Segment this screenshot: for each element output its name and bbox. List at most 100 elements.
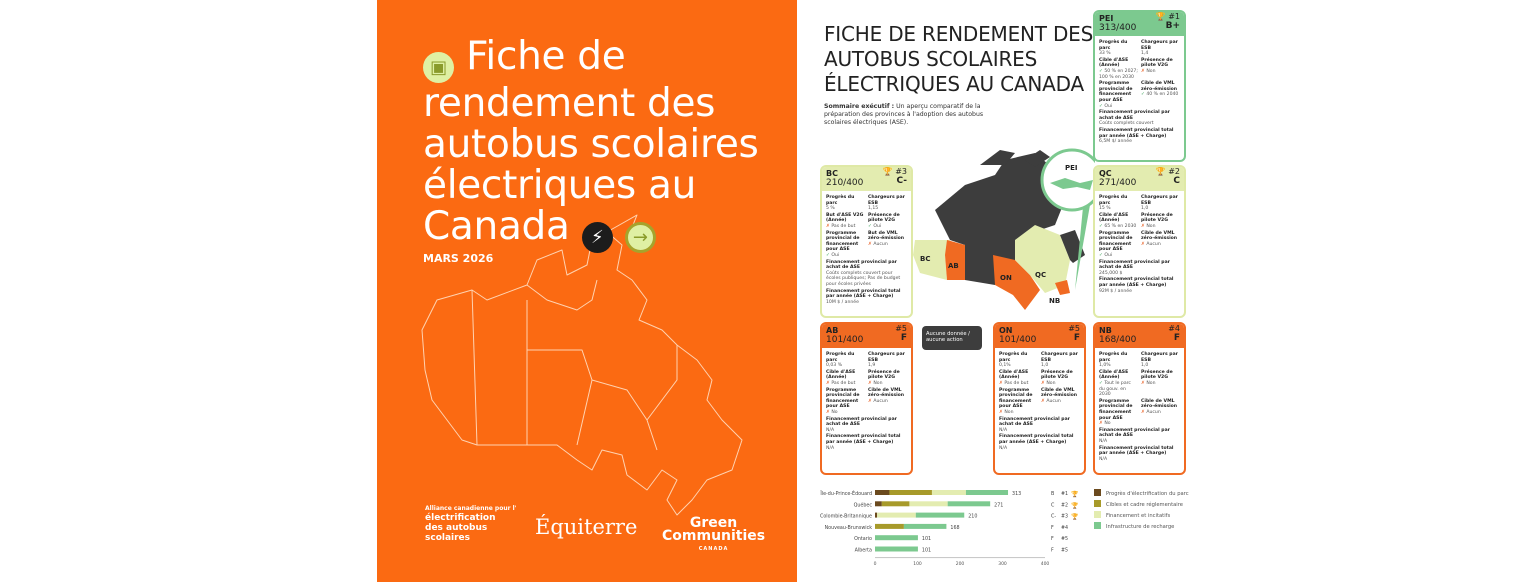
- trophy-icon: 🏆: [1155, 12, 1169, 21]
- rank-label: #4: [1061, 525, 1068, 531]
- total-label: 210: [968, 514, 977, 520]
- grade-label: C: [1051, 502, 1055, 508]
- bar-segment: [931, 490, 966, 495]
- report-panel: FICHE DE RENDEMENT DES AUTOBUS SCOLAIRES…: [797, 0, 1197, 582]
- total-label: 313: [1012, 491, 1021, 497]
- cross-icon: ✗: [1141, 380, 1145, 386]
- card-field: Programme provincial de financement pour…: [826, 230, 860, 258]
- province-score: 313/400: [1099, 23, 1137, 33]
- check-icon: ✓: [1141, 92, 1145, 98]
- card-field: Programme provincial de financement pour…: [826, 387, 860, 415]
- total-label: 168: [950, 525, 959, 531]
- map-label-pei: PEI: [1065, 164, 1078, 172]
- cross-icon: ✗: [1041, 380, 1045, 386]
- card-field: Chargeurs par ESB 1,0: [1141, 195, 1178, 212]
- map-label-ab: AB: [948, 262, 959, 270]
- card-field: Chargeurs par ESB 1,15: [868, 195, 905, 212]
- bar-segment: [915, 512, 965, 518]
- province-rank: #5: [895, 324, 907, 333]
- card-field: Programme provincial de financement pour…: [999, 387, 1033, 415]
- grade-label: C-: [1051, 514, 1056, 520]
- card-field: Chargeurs par ESB 1,9: [868, 352, 905, 369]
- province-rank: #2: [1168, 167, 1180, 176]
- province-score: 101/400: [999, 335, 1037, 345]
- territories-region: [935, 153, 1065, 285]
- province-name: ON: [999, 326, 1013, 335]
- card-header: ON 101/400 #5 F: [995, 324, 1084, 348]
- cross-icon: ✗: [826, 223, 830, 229]
- card-field: Cible de VML zéro-émission ✗ Aucun: [1141, 398, 1178, 415]
- card-field: Cible de VML zéro-émission ✗ Aucun: [868, 387, 905, 404]
- rank-label: #1: [1061, 491, 1068, 497]
- cross-icon: ✗: [868, 241, 872, 247]
- card-field: Cible de VML zéro-émission ✗ Aucun: [1041, 387, 1078, 404]
- province-card-ab: AB 101/400 #5 F Progrès du parc 0,03 % Char…: [820, 322, 913, 475]
- bar-segment: [881, 501, 910, 507]
- trophy-icon: 🏆: [1155, 167, 1169, 176]
- province-grade: C-: [896, 176, 907, 186]
- province-card-on: ON 101/400 #5 F Progrès du parc 0,1% Charge…: [993, 322, 1086, 475]
- province-name: QC: [1099, 169, 1112, 178]
- category-label: Île-du-Prince-Édouard: [820, 489, 872, 497]
- map-on: [993, 255, 1040, 310]
- grade-label: F: [1051, 525, 1054, 531]
- cross-icon: ✗: [1141, 241, 1145, 247]
- x-tick-label: 300: [998, 561, 1007, 567]
- legend-item: Cibles et cadre réglementaire: [1094, 500, 1183, 508]
- card-field: Chargeurs par ESB 1,4: [1141, 40, 1178, 57]
- category-label: Québec: [854, 501, 873, 508]
- map-nb: [1055, 280, 1070, 295]
- canada-province-map: BC AB ON QC NB PEI: [913, 148, 1095, 310]
- card-field: Programme provincial de financement pour…: [1099, 81, 1133, 109]
- card-field: Financement provincial par achat de ASE C…: [1099, 110, 1170, 127]
- report-title: FICHE DE RENDEMENT DES AUTOBUS SCOLAIRES…: [824, 22, 1094, 96]
- equiterre-logo: Équiterre: [535, 515, 638, 539]
- province-name: PEI: [1099, 14, 1114, 23]
- trophy-icon: 🏆: [882, 167, 896, 176]
- bar-segment: [909, 501, 948, 507]
- province-grade: F: [1173, 333, 1180, 343]
- bar-segment: [875, 523, 904, 529]
- province-rank: #4: [1168, 324, 1180, 333]
- map-label-nb: NB: [1049, 297, 1060, 305]
- trophy-icon: 🏆: [1071, 501, 1079, 509]
- card-field: Chargeurs par ESB 1,0: [1141, 352, 1178, 369]
- x-tick-label: 400: [1041, 561, 1050, 567]
- cover-date: MARS 2026: [423, 252, 494, 265]
- card-field: Chargeurs par ESB 1,0: [1041, 352, 1078, 369]
- total-label: 271: [994, 502, 1003, 508]
- card-field: Présence de pilote V2G ✗ Non: [1141, 57, 1173, 74]
- cover-title: ▣ Fiche de rendement des autobus scolair…: [423, 36, 793, 253]
- trophy-icon: 🏆: [1071, 490, 1079, 498]
- province-card-bc: BC 210/400 🏆 #3 C- Progrès du parc 5 % Char…: [820, 165, 913, 318]
- cross-icon: ✗: [868, 398, 872, 404]
- card-field: Cible d'ASE (Année) ✗ Pas de but: [826, 369, 856, 386]
- green-communities-logo: Green Communities CANADA: [662, 515, 766, 552]
- card-header: PEI 313/400 🏆 #1 B+: [1095, 12, 1184, 36]
- bar-segment: [875, 490, 890, 495]
- check-icon: ✓: [1099, 223, 1103, 229]
- province-rank: #3: [895, 167, 907, 176]
- rank-label: #2: [1061, 502, 1068, 508]
- check-icon: ✓: [826, 252, 830, 258]
- category-label: Ontario: [854, 536, 872, 542]
- alliance-logo: Alliance canadienne pour l' électrificat…: [425, 505, 517, 543]
- rank-label: #5: [1061, 548, 1068, 554]
- check-icon: ✓: [1099, 68, 1103, 74]
- arrow-right-icon: →: [624, 222, 656, 253]
- category-label: Colombie-Britannique: [820, 514, 872, 520]
- province-score: 168/400: [1099, 335, 1137, 345]
- card-field: Présence de pilote V2G ✓ Oui: [868, 212, 900, 229]
- card-field: Financement provincial total par année (…: [1099, 127, 1174, 145]
- legend-swatch: [1094, 500, 1101, 507]
- category-label: Alberta: [855, 548, 872, 554]
- card-field: Financement provincial par achat de ASE N…: [1099, 427, 1170, 444]
- legend-item: Infrastructure de recharge: [1094, 522, 1174, 530]
- province-rank: #5: [1068, 324, 1080, 333]
- category-label: Nouveau-Brunswick: [825, 525, 873, 531]
- card-field: Présence de pilote V2G ✗ Non: [1041, 369, 1073, 386]
- x-tick-label: 200: [956, 561, 965, 567]
- bus-icon: ▣: [423, 52, 454, 83]
- province-grade: F: [900, 333, 907, 343]
- cross-icon: ✗: [1141, 68, 1145, 74]
